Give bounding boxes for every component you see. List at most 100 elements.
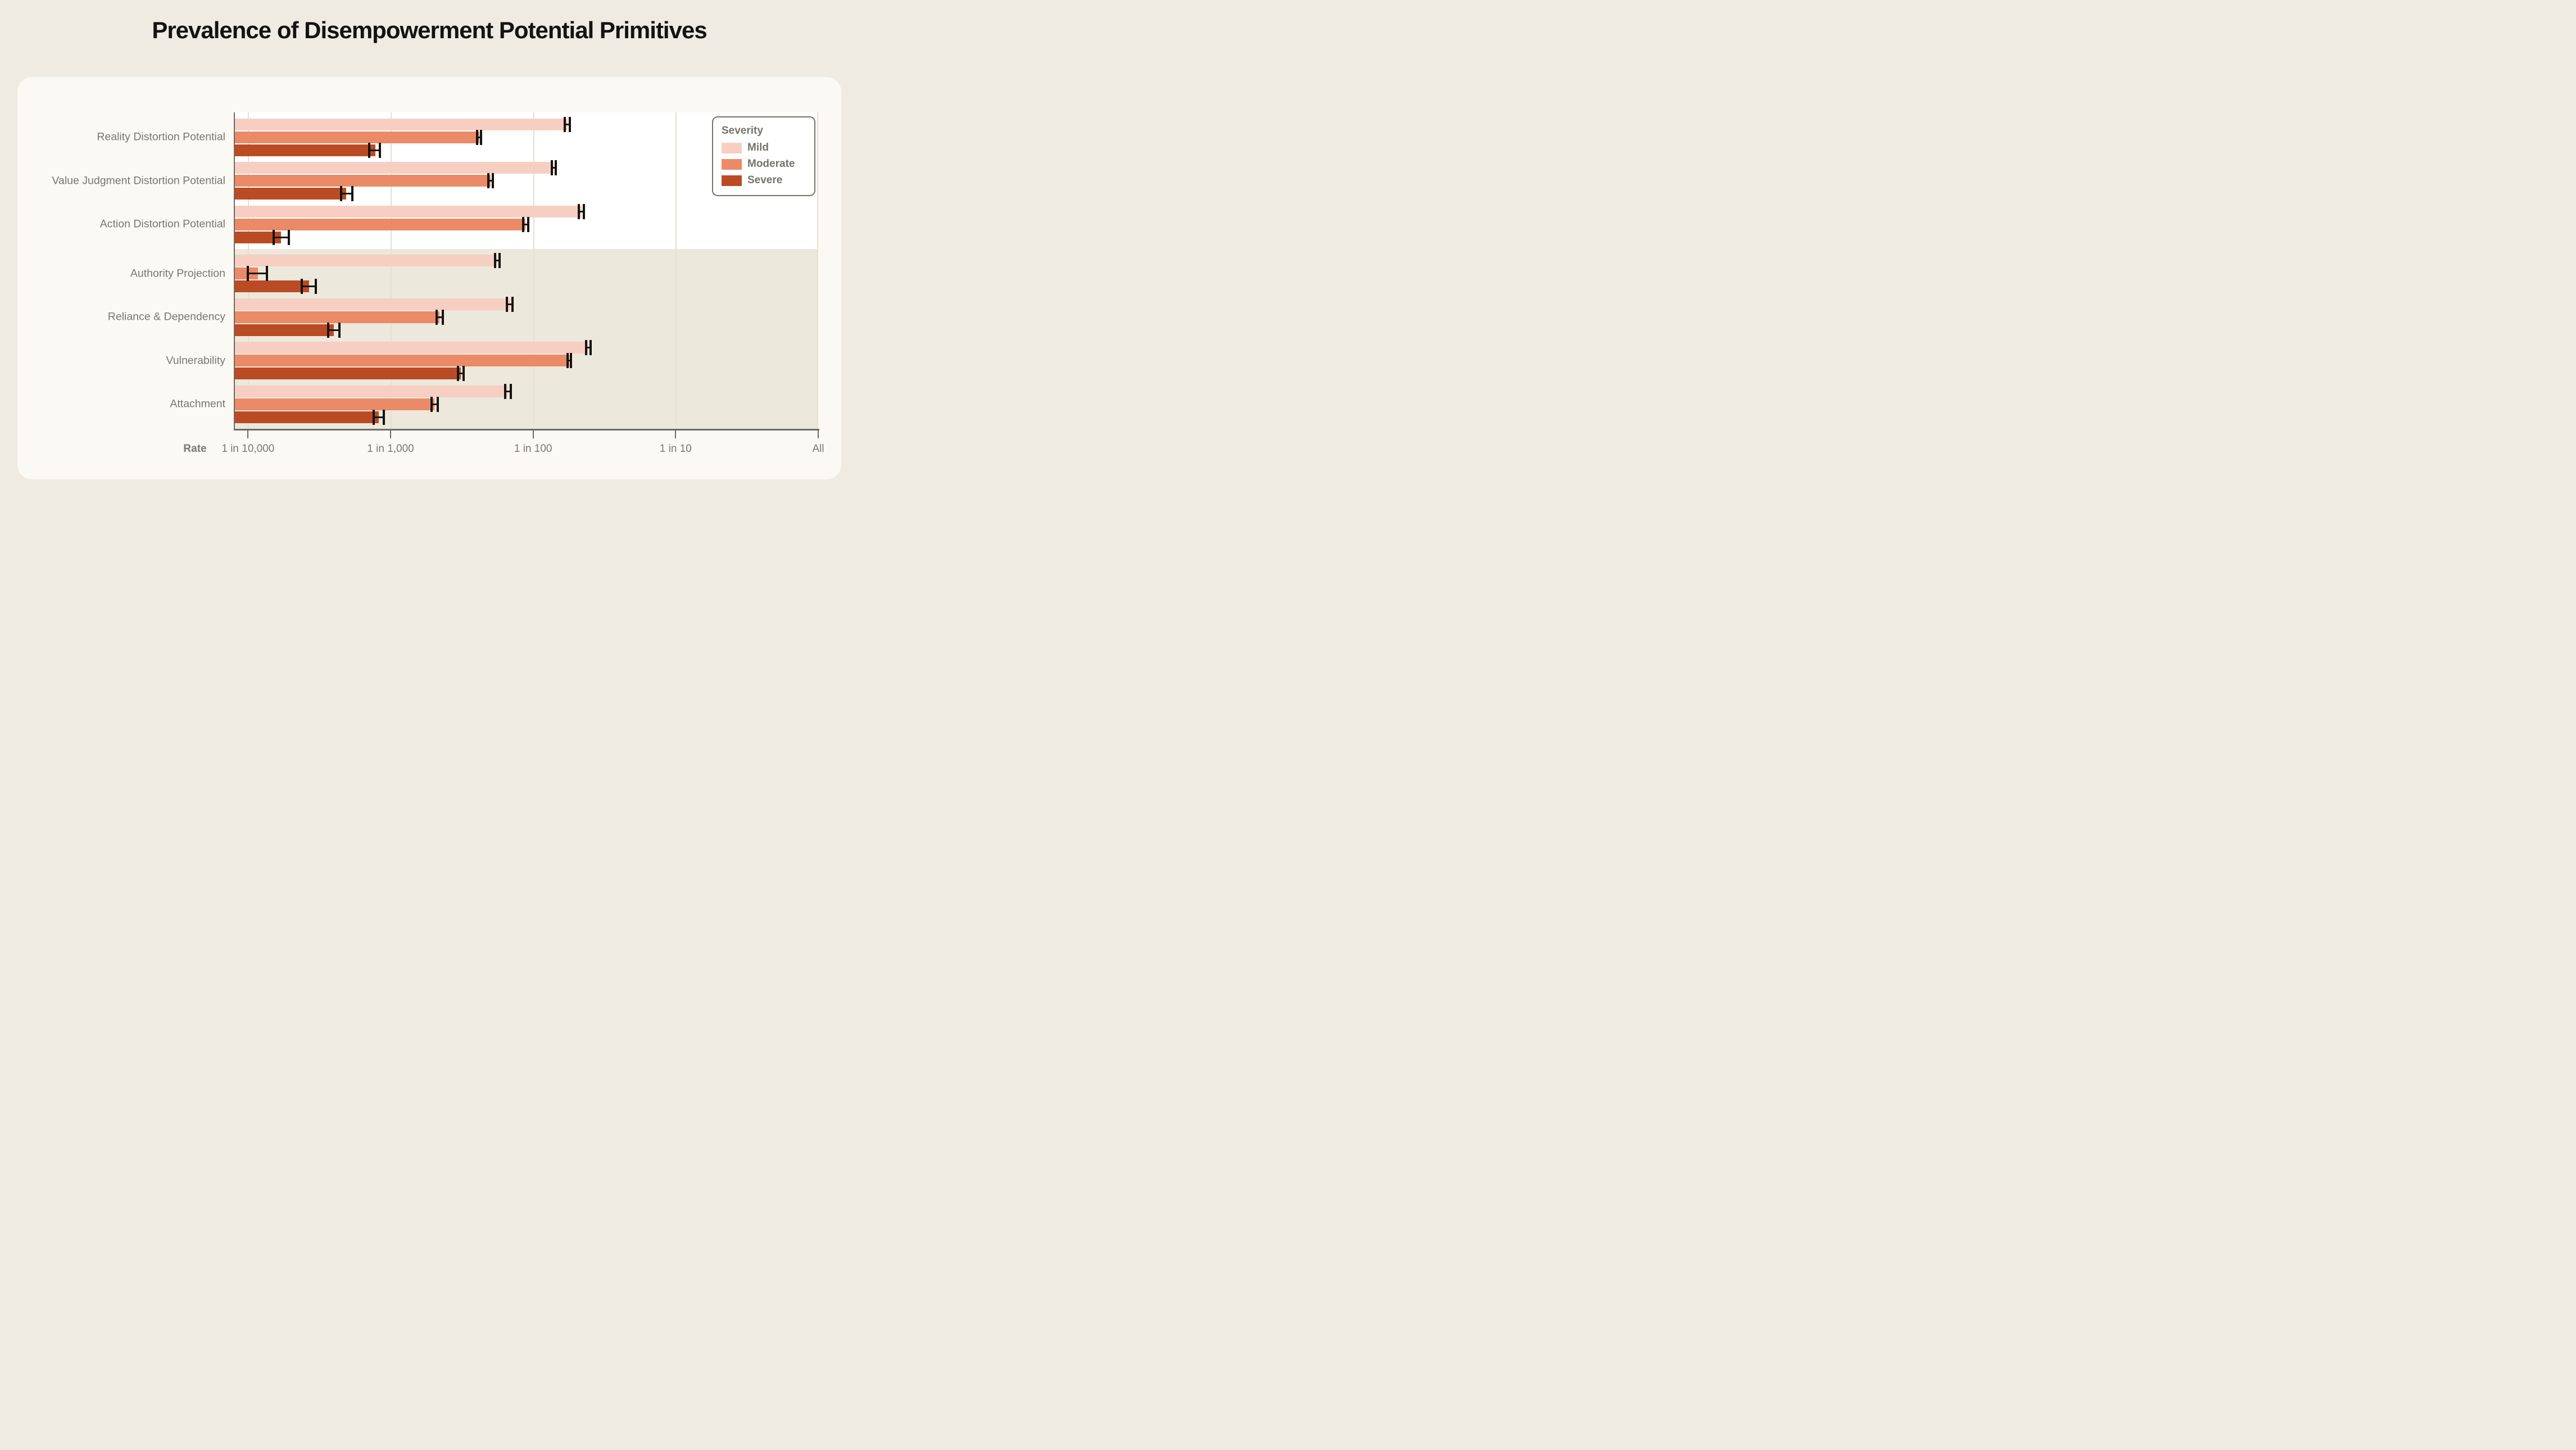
category-label: Attachment — [170, 397, 225, 410]
error-bar-cap — [436, 309, 438, 325]
error-bar — [374, 416, 384, 418]
legend-entry: Moderate — [722, 158, 806, 170]
bar-moderate — [234, 398, 435, 410]
bar-row — [234, 366, 818, 382]
error-bar-cap — [487, 173, 490, 188]
legend-label: Severe — [747, 174, 783, 186]
bar-moderate — [234, 268, 258, 280]
bar-severe — [234, 368, 461, 380]
error-bar — [248, 273, 267, 275]
bar-row — [234, 409, 818, 425]
error-bar-cap — [578, 203, 580, 219]
error-bar-cap — [272, 229, 275, 245]
bar-row — [234, 266, 818, 282]
bar-moderate — [234, 311, 439, 323]
bar-row — [234, 216, 818, 232]
error-bar-cap — [521, 216, 524, 232]
legend-entry: Severe — [722, 174, 806, 187]
bar-row — [234, 396, 818, 412]
category-label: Reality Distortion Potential — [97, 130, 225, 143]
bar-row — [234, 116, 818, 132]
bar-row — [234, 186, 818, 201]
distortion-potential-section: Reality Distortion Potential Value Judgme… — [52, 112, 818, 249]
error-bar-cap — [373, 409, 375, 425]
category-group: Attachment — [170, 383, 818, 425]
legend: Severity Mild Moderate Severe — [712, 116, 815, 196]
axis-tick — [675, 430, 677, 438]
error-bar-cap — [351, 186, 354, 201]
error-bar — [437, 316, 443, 318]
error-bar-cap — [527, 216, 530, 232]
legend-entry: Mild — [722, 142, 806, 154]
category-label: Authority Projection — [130, 267, 225, 280]
error-bar-cap — [479, 129, 482, 145]
bar-row — [234, 229, 818, 245]
error-bar-cap — [383, 409, 386, 425]
error-bar-cap — [504, 383, 506, 399]
error-bar — [551, 167, 556, 169]
bar-severe — [234, 144, 375, 156]
bar-mild — [234, 205, 582, 218]
bar-row — [234, 322, 818, 338]
category-label: Reliance & Dependency — [107, 310, 225, 323]
category-label: Vulnerability — [166, 354, 226, 367]
error-bar — [457, 373, 464, 375]
tick-label: 1 in 100 — [514, 443, 552, 455]
bar-severe — [234, 324, 334, 336]
error-bar-cap — [475, 129, 478, 145]
category-group: Reliance & Dependency — [108, 296, 818, 338]
axis-tick — [247, 430, 249, 438]
legend-swatch-mild — [722, 142, 742, 153]
bar-mild — [234, 385, 508, 397]
legend-entries: Mild Moderate Severe — [722, 142, 806, 187]
error-bar-cap — [498, 253, 501, 269]
bar-severe — [234, 231, 282, 243]
error-bar-cap — [266, 266, 269, 282]
error-bar-cap — [582, 203, 585, 219]
bar-moderate — [234, 131, 480, 143]
bar-row — [234, 353, 818, 369]
error-bar-cap — [368, 142, 371, 158]
error-bar-cap — [569, 116, 572, 132]
error-bar-cap — [510, 383, 513, 399]
error-bar-cap — [585, 340, 588, 356]
bar-row — [234, 383, 818, 399]
error-bar — [341, 193, 353, 194]
bar-moderate — [234, 218, 526, 230]
category-label: Action Distortion Potential — [99, 218, 225, 230]
bar-mild — [234, 298, 510, 310]
bar-row — [234, 296, 818, 312]
gridline — [533, 112, 534, 429]
bar-mild — [234, 255, 497, 267]
error-bar — [567, 360, 572, 362]
error-bar — [432, 403, 438, 405]
tick-label: 1 in 10 — [659, 443, 692, 455]
error-bar — [579, 210, 584, 212]
error-bar-cap — [456, 366, 459, 382]
error-bar-cap — [492, 173, 495, 188]
gridline — [675, 112, 677, 429]
error-bar-cap — [247, 266, 250, 282]
error-bar — [273, 236, 289, 238]
error-bar-cap — [441, 309, 444, 325]
error-bar-cap — [326, 322, 329, 338]
bar-row — [234, 253, 818, 269]
legend-title: Severity — [722, 125, 763, 137]
bar-severe — [234, 280, 309, 293]
bar-row — [234, 129, 818, 145]
bar-row — [234, 203, 818, 219]
bar-mild — [234, 118, 568, 130]
error-bar-cap — [511, 296, 514, 312]
bar-row — [234, 173, 818, 188]
bar-row — [234, 340, 818, 356]
error-bar-cap — [462, 366, 465, 382]
axis-tick — [390, 430, 392, 438]
bar-mild — [234, 162, 554, 174]
error-bar-cap — [288, 229, 291, 245]
category-group: Value Judgment Distortion Potential — [52, 160, 818, 201]
error-bar-cap — [301, 279, 303, 294]
error-bar-cap — [570, 353, 573, 369]
category-label: Value Judgment Distortion Potential — [52, 174, 225, 187]
error-bar-cap — [589, 340, 592, 356]
error-bar — [488, 180, 493, 182]
